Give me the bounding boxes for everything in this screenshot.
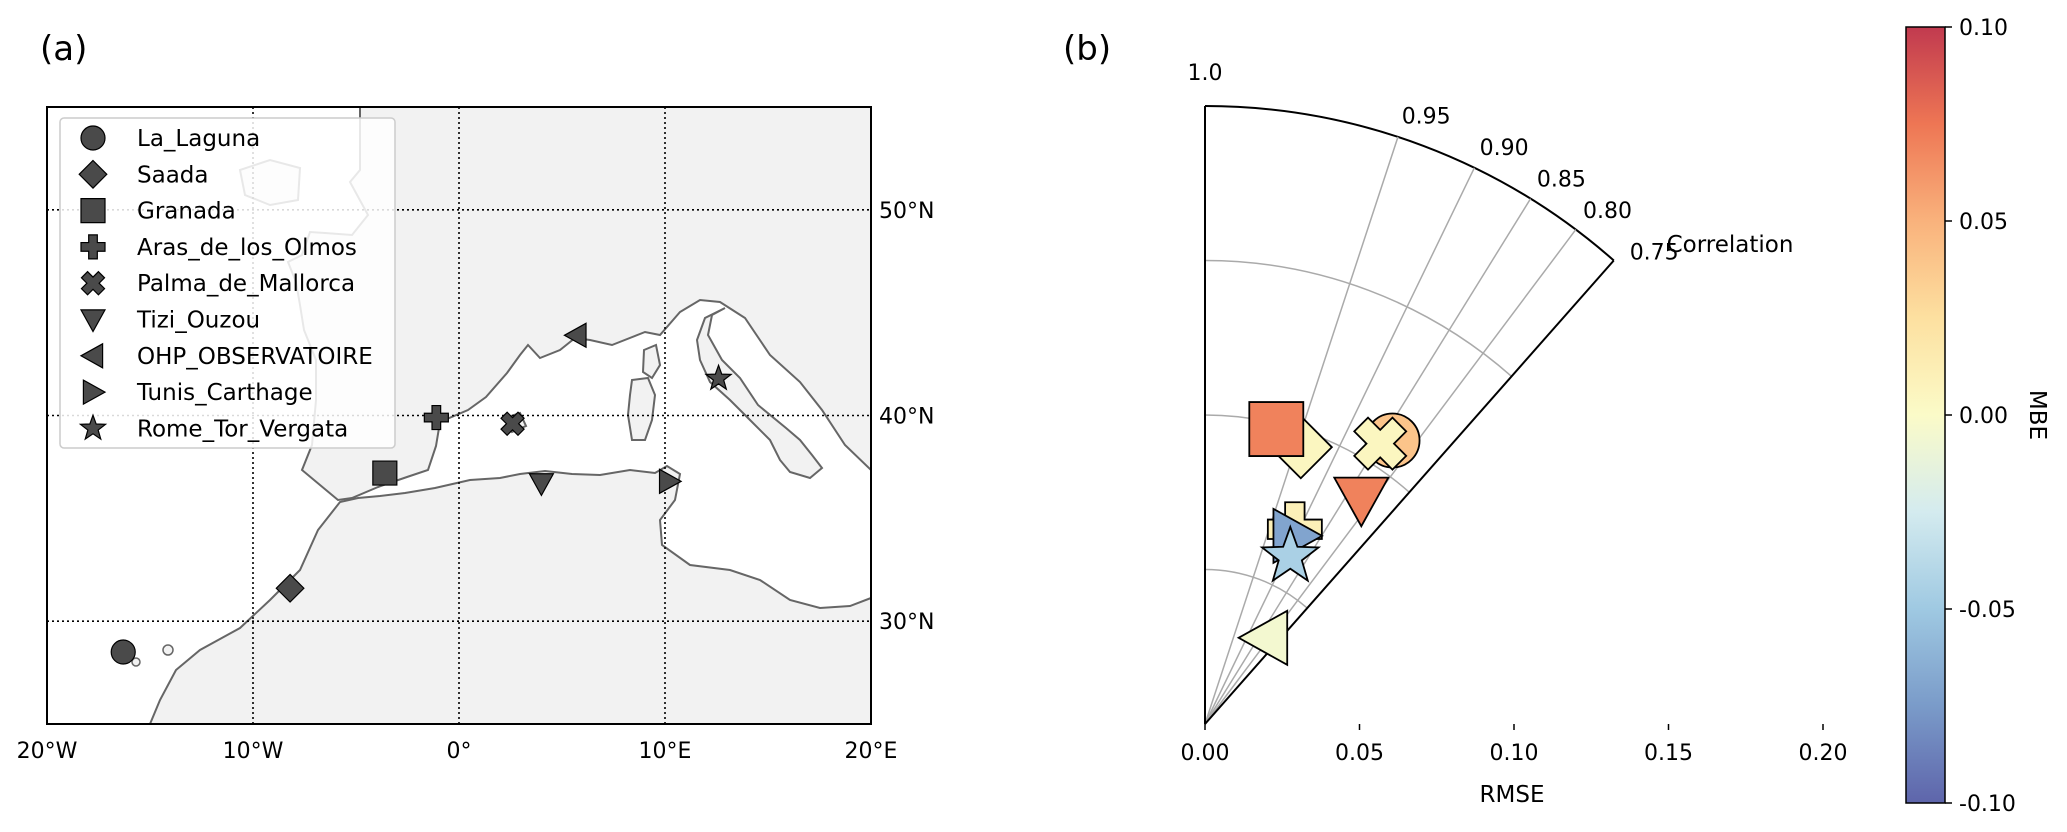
taylor-corr-tick-label: 0.80 [1583,199,1632,224]
map-marker-saada [275,573,305,603]
colorbar-tick-label: 0.10 [1959,16,2008,41]
map-marker-rome-tor-vergata [704,363,733,391]
taylor-outer-arc [1204,105,1615,262]
map-panel: 20°W 10°W 0° 10°E 20°E 30°N 40°N 50°N La_Laguna… [17,106,935,764]
map-marker-la-laguna [110,639,136,665]
taylor-corr-tick-label: 0.75 [1630,241,1679,266]
map-lon-tick-label: 20°W [17,739,78,764]
map-lon-tick-label: 10°E [639,739,692,764]
taylor-r-tick-label: 0.15 [1644,741,1693,766]
land-canary-1 [131,657,141,667]
map-lon-tick-label: 0° [447,739,472,764]
colorbar-tick-label: 0.05 [1959,210,2008,235]
legend-marker-la-laguna [80,125,106,151]
taylor-bottom-axis [1204,259,1615,725]
legend-marker-rome-tor-vergata [78,413,108,441]
map-marker-granada [372,460,398,486]
colorbar-tick-label: 0.00 [1959,404,2008,429]
legend-label: Granada [137,199,236,225]
taylor-point-granada [1248,401,1305,457]
map-marker-tizi-ouzou [528,473,555,497]
colorbar: 0.10 0.05 0.00 -0.05 -0.10 MBE [1905,16,2050,817]
legend-marker-tunis-carthage [82,379,107,406]
taylor-r-tick-label: 0.10 [1490,741,1539,766]
legend-label: Tizi_Ouzou [136,308,260,334]
taylor-point-rome-tor-vergata [1259,524,1322,583]
taylor-rmse-arc [1204,259,1513,377]
colorbar-tick-label: -0.05 [1959,598,2016,623]
land-canary-2 [162,644,174,656]
map-tick-labels: 20°W 10°W 0° 10°E 20°E 30°N 40°N 50°N [17,199,935,764]
legend-label: OHP_OBSERVATOIRE [137,344,373,370]
taylor-diagram: 0.00 0.05 0.10 0.15 0.20 1.0 0.95 0.90 0.85 0.80 0… [1181,61,1848,808]
land-italy [695,307,824,480]
taylor-corr-tick-label: 0.85 [1537,168,1586,193]
taylor-points [1236,401,1421,667]
map-gridlines [47,107,871,724]
colorbar-gradient [1905,26,1946,804]
map-marker-ohp-observatoire [563,322,587,349]
legend-label: Palma_de_Mallorca [137,271,355,297]
legend-label: Tunis_Carthage [136,380,313,406]
taylor-corr-tick-label: 0.90 [1480,136,1529,161]
map-lat-tick-label: 50°N [879,199,934,224]
legend-marker-tizi-ouzou [79,309,107,333]
legend-label: Aras_de_los_Olmos [137,235,357,261]
map-lon-tick-label: 20°E [845,739,898,764]
legend-label: Saada [137,162,208,188]
map-lat-tick-label: 30°N [879,610,934,635]
panel-b-label: (b) [1063,29,1111,69]
map-station-markers [110,322,733,665]
taylor-r-tick-label: 0.05 [1335,741,1384,766]
map-marker-aras-de-los-olmos [423,404,449,431]
legend-marker-granada [80,198,106,224]
legend-marker-aras-de-los-olmos [80,234,106,260]
taylor-point-palma-de-mallorca [1353,416,1408,471]
taylor-point-ohp-observatoire [1236,609,1289,667]
x-axis-label: RMSE [1480,782,1545,808]
legend-label: La_Laguna [137,126,260,152]
map-marker-palma-de-mallorca [500,411,525,437]
map-lat-tick-label: 40°N [879,405,934,430]
legend-marker-saada [78,159,108,189]
map-frame [46,106,872,725]
map-marker-tunis-carthage [658,468,683,495]
angle-axis-label: Correlation [1667,232,1794,258]
taylor-rmse-arc [1204,568,1308,609]
land-masses [131,107,871,724]
taylor-corr-tick-label: 1.0 [1188,61,1223,86]
taylor-r-tick-label: 0.20 [1799,741,1848,766]
land-sardinia [626,376,657,441]
legend-label: Rome_Tor_Vergata [137,416,348,442]
panel-a-label: (a) [40,29,87,69]
map-legend: La_Laguna Saada Granada Aras_de_los_Olmos Pa… [59,117,396,449]
legend-marker-palma-de-mallorca [80,270,106,296]
colorbar-tick-label: -0.10 [1959,792,2016,817]
legend-marker-ohp-observatoire [79,342,104,369]
colorbar-label: MBE [2024,390,2050,440]
taylor-corr-tick-label: 0.95 [1402,105,1451,130]
map-lon-tick-label: 10°W [223,739,284,764]
taylor-point-tizi-ouzou [1332,476,1390,529]
taylor-r-tick-label: 0.00 [1181,741,1230,766]
land-corsica [641,343,662,380]
legend-box [59,117,396,449]
